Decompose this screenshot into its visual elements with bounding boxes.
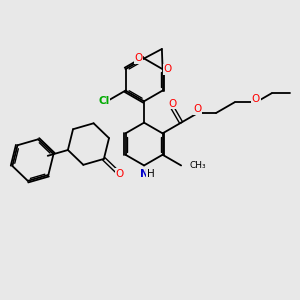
Text: O: O [164,64,172,74]
Text: N: N [140,169,148,179]
Text: O: O [252,94,260,104]
Text: O: O [135,53,143,64]
Text: O: O [194,104,202,115]
Text: H: H [147,169,154,179]
Text: CH₃: CH₃ [189,161,206,170]
Text: O: O [168,99,176,109]
Text: Cl: Cl [98,96,110,106]
Text: O: O [115,169,123,179]
